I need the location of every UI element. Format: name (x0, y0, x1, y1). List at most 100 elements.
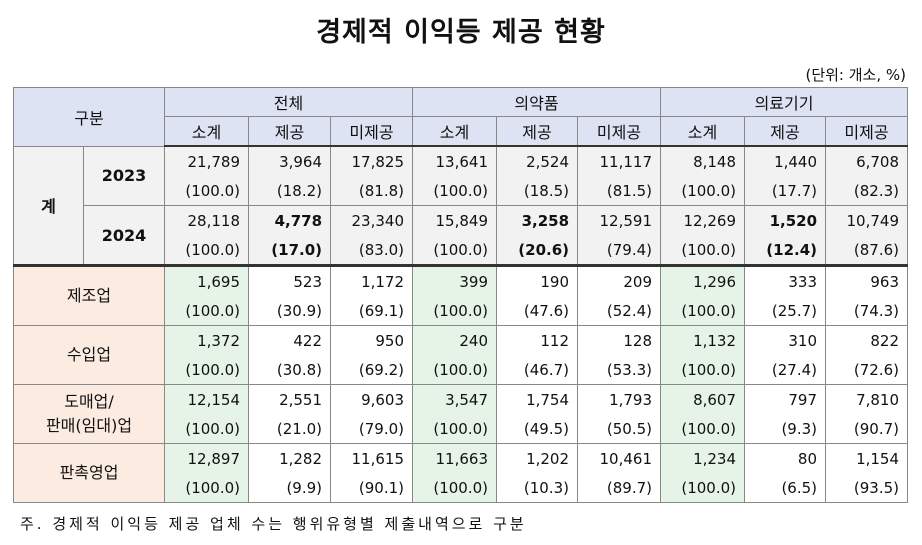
cell-count: 12,154 (164, 384, 250, 414)
cell-count: 7,810 (825, 384, 909, 414)
cell-percent: (30.8) (248, 355, 332, 385)
cell-count: 12,897 (164, 443, 250, 473)
header-subcol: 소계 (412, 116, 498, 147)
table-row: (100.0) (21.0) (79.0) (100.0) (49.5) (50.5) (1… (14, 414, 909, 444)
cell-percent: (46.7) (496, 355, 579, 385)
table-row: (100.0) (17.0) (83.0) (100.0) (20.6) (79.4) (1… (14, 235, 909, 266)
cell-count: 12,591 (577, 205, 662, 235)
cell-count: 1,520 (744, 205, 827, 235)
row-label: 제조업 (12, 264, 166, 326)
cell-count: 12,269 (660, 205, 746, 235)
cell-count: 422 (248, 325, 332, 355)
cell-percent: (100.0) (164, 473, 250, 503)
cell-percent: (20.6) (496, 235, 579, 266)
cell-count: 23,340 (330, 205, 414, 235)
cell-count: 8,148 (660, 145, 746, 176)
cell-count: 1,202 (496, 443, 579, 473)
cell-count: 399 (412, 264, 498, 296)
cell-percent: (25.7) (744, 296, 827, 326)
unit-label: (단위: 개소, %) (805, 66, 906, 84)
cell-percent: (90.1) (330, 473, 414, 503)
cell-count: 6,708 (825, 145, 909, 176)
cell-percent: (74.3) (825, 296, 909, 326)
cell-percent: (100.0) (660, 176, 746, 206)
cell-percent: (6.5) (744, 473, 827, 503)
cell-count: 2,524 (496, 145, 579, 176)
cell-percent: (81.5) (577, 176, 662, 206)
header-subcol: 제공 (248, 116, 332, 147)
cell-count: 209 (577, 264, 662, 296)
cell-count: 3,258 (496, 205, 579, 235)
table-row: (100.0) (30.8) (69.2) (100.0) (46.7) (53.3) (1… (14, 355, 909, 385)
total-label: 계 (13, 145, 84, 266)
header-group: 의료기기 (660, 87, 909, 117)
cell-percent: (100.0) (660, 296, 746, 326)
header-group: 의약품 (412, 87, 662, 117)
header-row-subcols: 소계 제공 미제공 소계 제공 미제공 소계 제공 미제공 (14, 116, 909, 147)
cell-count: 1,754 (496, 384, 579, 414)
cell-count: 1,372 (164, 325, 250, 355)
cell-count: 112 (496, 325, 579, 355)
cell-count: 21,789 (164, 145, 250, 176)
cell-count: 1,172 (330, 264, 414, 296)
year-label: 2023 (82, 145, 166, 206)
cell-percent: (100.0) (412, 414, 498, 444)
cell-count: 10,749 (825, 205, 909, 235)
table-row: (100.0) (30.9) (69.1) (100.0) (47.6) (52.4) (1… (14, 296, 909, 326)
cell-percent: (100.0) (660, 355, 746, 385)
cell-percent: (52.4) (577, 296, 662, 326)
cell-count: 1,154 (825, 443, 909, 473)
cell-percent: (17.0) (248, 235, 332, 266)
cell-percent: (100.0) (660, 235, 746, 266)
cell-count: 9,603 (330, 384, 414, 414)
cell-percent: (53.3) (577, 355, 662, 385)
cell-count: 950 (330, 325, 414, 355)
cell-percent: (12.4) (744, 235, 827, 266)
cell-count: 3,547 (412, 384, 498, 414)
year-label: 2024 (82, 205, 166, 266)
cell-percent: (79.4) (577, 235, 662, 266)
header-row-groups: 구분 전체 의약품 의료기기 (12, 87, 909, 147)
table-row: 2024 28,118 4,778 23,340 15,849 3,258 12,591 12… (14, 205, 909, 266)
cell-percent: (27.4) (744, 355, 827, 385)
cell-count: 1,793 (577, 384, 662, 414)
cell-count: 2,551 (248, 384, 332, 414)
header-subcol: 미제공 (825, 116, 909, 147)
header-subcol: 제공 (496, 116, 579, 147)
header-subcol: 소계 (164, 116, 250, 147)
cell-percent: (87.6) (825, 235, 909, 266)
stats-table: 구분 전체 의약품 의료기기 소계 제공 미제공 소계 제공 미제공 소계 제공 미제공 계 2023 21… (12, 87, 909, 503)
table-row: (100.0) (9.9) (90.1) (100.0) (10.3) (89.7) (10… (14, 473, 909, 503)
cell-percent: (18.5) (496, 176, 579, 206)
header-subcol: 소계 (660, 116, 746, 147)
cell-percent: (100.0) (412, 355, 498, 385)
cell-percent: (93.5) (825, 473, 909, 503)
cell-count: 310 (744, 325, 827, 355)
row-label: 도매업/ 판매(임대)업 (12, 384, 166, 444)
header-group: 전체 (164, 87, 414, 117)
table-row: 판촉영업 12,897 1,282 11,615 11,663 1,202 10,461 1,… (12, 443, 909, 503)
cell-percent: (100.0) (164, 414, 250, 444)
cell-percent: (69.1) (330, 296, 414, 326)
cell-percent: (100.0) (164, 296, 250, 326)
cell-count: 13,641 (412, 145, 498, 176)
cell-count: 80 (744, 443, 827, 473)
cell-percent: (72.6) (825, 355, 909, 385)
cell-percent: (10.3) (496, 473, 579, 503)
cell-percent: (81.8) (330, 176, 414, 206)
cell-percent: (100.0) (412, 296, 498, 326)
cell-count: 128 (577, 325, 662, 355)
cell-count: 1,440 (744, 145, 827, 176)
cell-percent: (100.0) (660, 414, 746, 444)
cell-count: 28,118 (164, 205, 250, 235)
cell-percent: (83.0) (330, 235, 414, 266)
cell-count: 1,695 (164, 264, 250, 296)
cell-percent: (100.0) (164, 355, 250, 385)
cell-percent: (9.9) (248, 473, 332, 503)
cell-percent: (100.0) (164, 235, 250, 266)
header-subcol: 제공 (744, 116, 827, 147)
cell-count: 15,849 (412, 205, 498, 235)
cell-percent: (9.3) (744, 414, 827, 444)
cell-count: 3,964 (248, 145, 332, 176)
cell-percent: (69.2) (330, 355, 414, 385)
